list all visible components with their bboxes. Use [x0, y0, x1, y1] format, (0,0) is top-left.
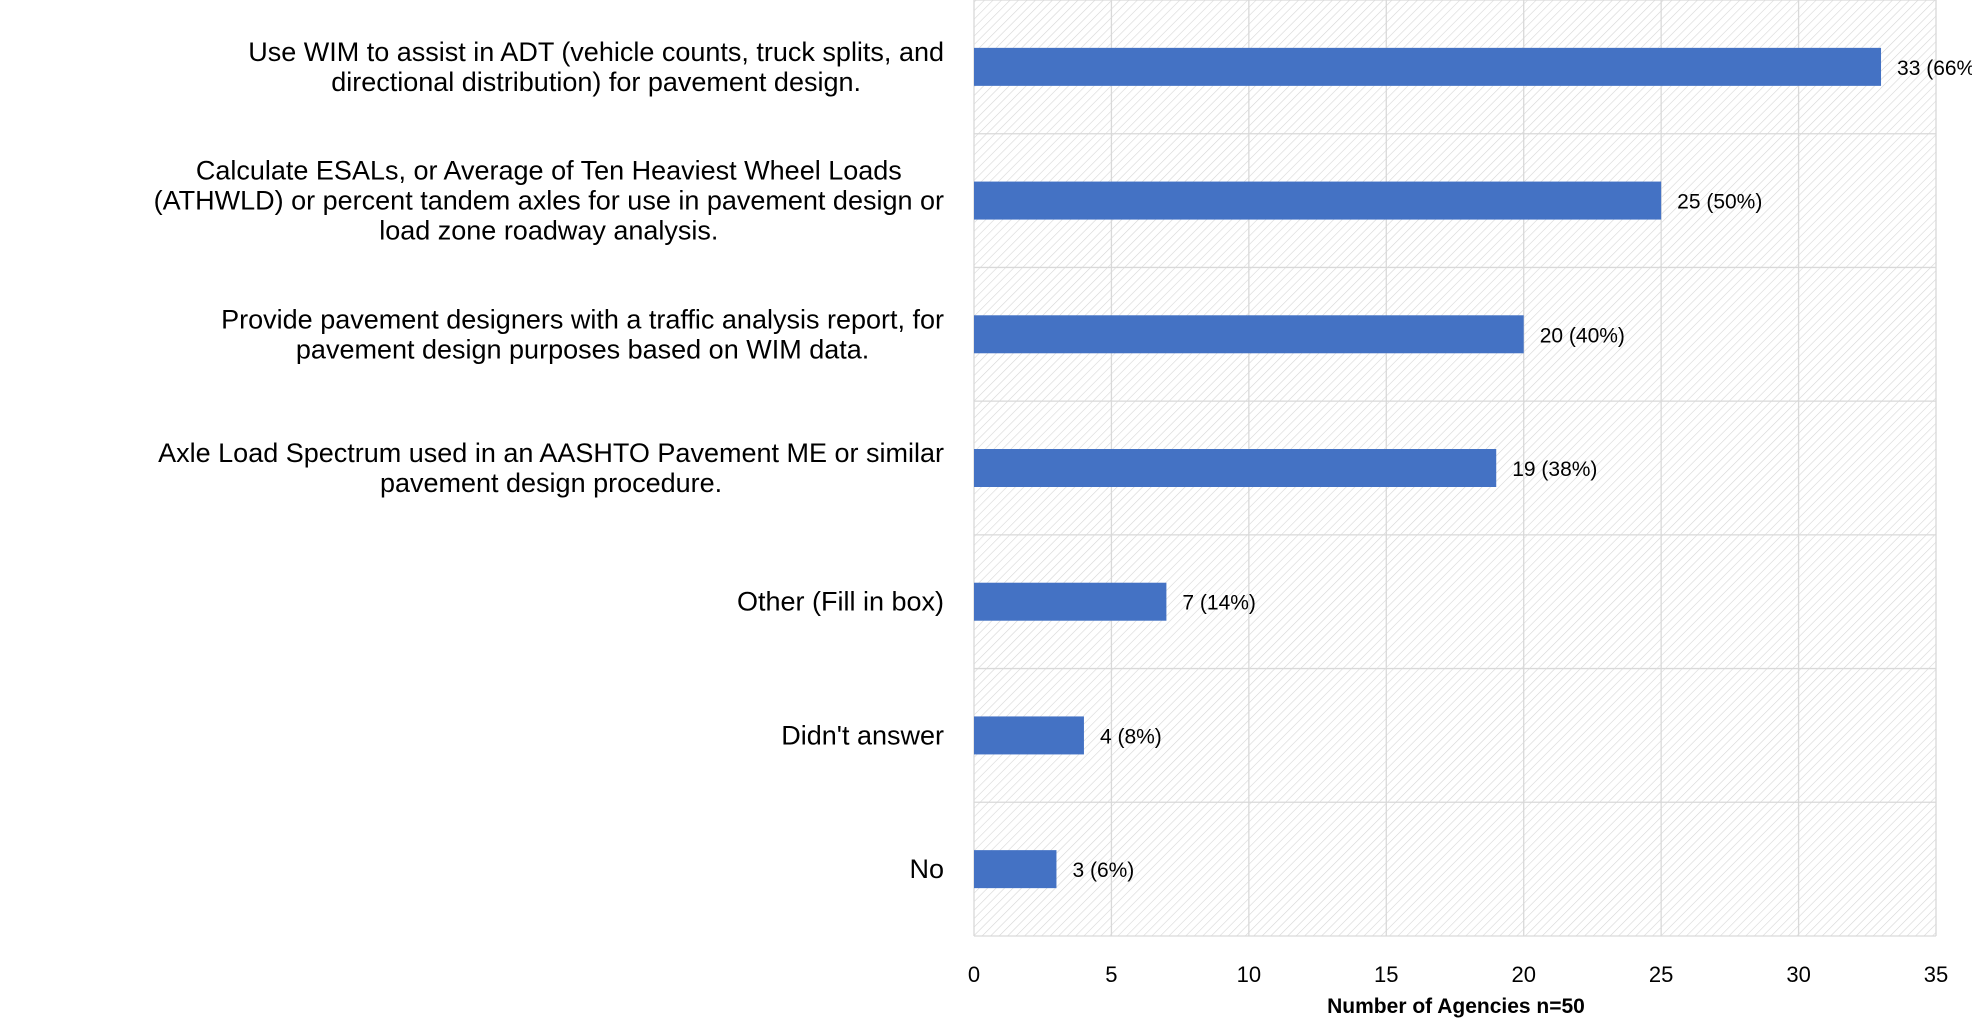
x-tick-label: 30 — [1786, 962, 1810, 987]
x-tick-label: 10 — [1237, 962, 1261, 987]
x-tick-label: 15 — [1374, 962, 1398, 987]
x-tick-label: 20 — [1511, 962, 1535, 987]
bar — [974, 181, 1662, 220]
x-tick-label: 5 — [1105, 962, 1117, 987]
x-tick-label: 35 — [1924, 962, 1948, 987]
data-label: 20 (40%) — [1540, 324, 1625, 347]
x-tick-label: 25 — [1649, 962, 1673, 987]
x-tick-label: 0 — [968, 962, 980, 987]
data-label: 7 (14%) — [1182, 592, 1256, 615]
category-label: Use WIM to assist in ADT (vehicle counts… — [248, 37, 944, 97]
bar — [974, 449, 1497, 487]
data-label: 33 (66%) — [1897, 57, 1972, 80]
data-label: 3 (6%) — [1072, 859, 1134, 882]
bar — [974, 47, 1882, 86]
bar — [974, 582, 1167, 621]
category-label: Provide pavement designers with a traffi… — [221, 304, 944, 364]
x-axis-title: Number of Agencies n=50 — [1327, 995, 1585, 1018]
category-label: No — [909, 854, 944, 884]
category-label: Calculate ESALs, or Average of Ten Heavi… — [154, 156, 944, 246]
category-label: Axle Load Spectrum used in an AASHTO Pav… — [158, 438, 944, 498]
bar — [974, 716, 1084, 755]
data-label: 19 (38%) — [1512, 458, 1597, 481]
data-label: 25 (50%) — [1677, 191, 1762, 214]
bar — [974, 850, 1057, 889]
bar — [974, 315, 1524, 354]
data-label: 4 (8%) — [1100, 725, 1162, 748]
category-label: Didn't answer — [781, 720, 944, 750]
category-label: Other (Fill in box) — [737, 587, 944, 617]
